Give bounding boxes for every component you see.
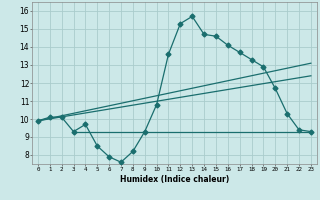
X-axis label: Humidex (Indice chaleur): Humidex (Indice chaleur)	[120, 175, 229, 184]
